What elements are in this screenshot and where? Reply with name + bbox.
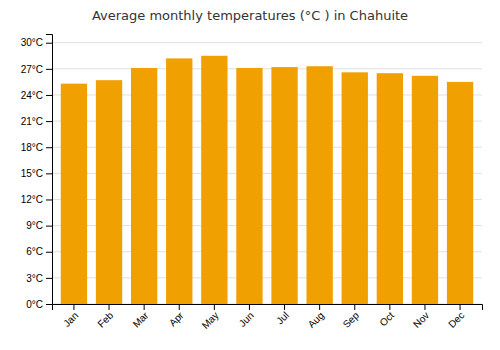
tick: Aug [306,304,326,330]
tick-label: Feb [95,309,115,329]
tick: 24°C [21,90,52,101]
bar [201,56,227,304]
tick-mark [389,304,390,310]
tick-label: Apr [167,309,186,328]
tick-mark [46,226,52,227]
bar [271,67,297,304]
tick: 21°C [21,116,52,127]
tick-label: May [200,310,221,331]
tick: 18°C [21,142,52,153]
tick-label: Sep [341,309,362,330]
tick: Jul [274,304,291,326]
tick-mark [46,43,52,44]
grid-line [52,68,482,69]
tick-label: 9°C [26,220,43,231]
bar [447,82,473,304]
bar [342,72,368,304]
tick: Sep [341,304,362,330]
tick-label: 6°C [26,246,43,257]
tick: 30°C [21,37,52,48]
tick: Apr [167,304,186,328]
title: Average monthly temperatures (°C ) in Ch… [92,8,408,23]
tick: Jun [237,304,256,329]
tick-mark [46,121,52,122]
tick-mark [46,304,52,305]
tick-label: 18°C [21,142,43,153]
tick-label: Dec [446,310,466,330]
plot: Jan Feb Mar Apr May Jun Jul Aug Sep Oct Nov Dec 0°C 3… [21,35,483,331]
tick: 9°C [26,220,52,231]
tick-mark [179,304,180,310]
axis-line [53,305,483,311]
tick-mark [214,304,215,310]
tick-mark [284,304,285,310]
tick: Oct [377,304,396,328]
tick-mark [46,69,52,70]
tick: 3°C [26,273,52,284]
chart: Jan Feb Mar Apr May Jun Jul Aug Sep Oct Nov Dec 0°C 3… [0,0,500,350]
y-axis: 0°C 3°C 6°C 9°C 12°C 15°C 18°C 21°C 24°C 27°C 30°C [21,35,53,310]
tick-label: 21°C [21,116,43,127]
grid [52,43,482,304]
tick-mark [319,304,320,310]
tick: 12°C [21,194,52,205]
tick: Feb [95,304,115,330]
tick: 0°C [26,299,52,310]
tick-label: Nov [411,310,431,330]
tick-label: 15°C [21,168,43,179]
tick-label: Mar [131,309,151,329]
tick: 6°C [26,246,52,257]
tick: Mar [131,304,151,330]
tick-label: 30°C [21,37,43,48]
axis-line [46,35,53,305]
tick-mark [354,304,355,310]
tick-mark [46,147,52,148]
tick: Nov [411,304,431,330]
bar [377,73,403,304]
tick-mark [424,304,425,310]
tick-mark [46,252,52,253]
tick-label: 12°C [21,194,43,205]
tick: Dec [446,304,466,330]
tick: 15°C [21,168,52,179]
tick-label: 0°C [26,299,43,310]
tick-mark [109,304,110,310]
bar [236,68,262,304]
tick-mark [249,304,250,310]
tick-label: 24°C [21,90,43,101]
x-axis: Jan Feb Mar Apr May Jun Jul Aug Sep Oct Nov Dec [53,304,483,331]
tick-mark [73,304,74,310]
tick-mark [46,199,52,200]
tick-mark [46,278,52,279]
bar [306,66,332,304]
tick-label: Oct [377,310,396,329]
bars [61,56,473,304]
tick-label: Jun [237,310,256,329]
tick: 27°C [21,64,52,75]
bar [166,58,192,304]
tick: Jan [61,304,80,329]
tick-mark [46,173,52,174]
tick-label: Aug [306,310,326,330]
tick-label: Jan [61,310,80,329]
tick-mark [144,304,145,310]
bar [96,80,122,304]
bar [412,76,438,304]
grid-line [52,42,482,43]
tick: May [200,304,221,331]
tick-mark [46,95,52,96]
tick-label: Jul [274,310,291,327]
tick-label: 27°C [21,64,43,75]
tick-label: 3°C [26,273,43,284]
tick-mark [460,304,461,310]
bar [131,68,157,304]
bar [61,84,87,304]
